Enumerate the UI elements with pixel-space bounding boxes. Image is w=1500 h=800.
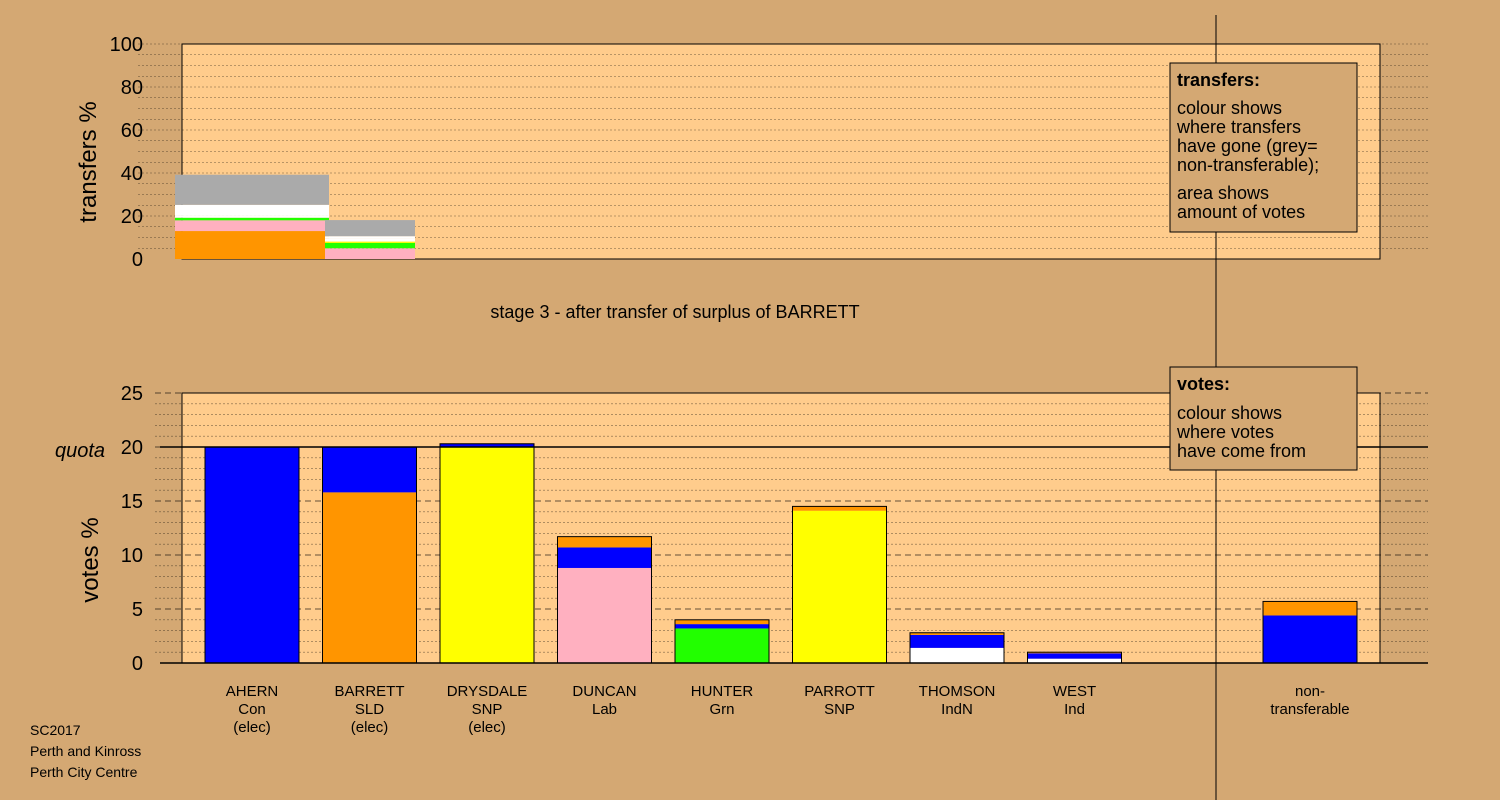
votes-tick-label: 0 bbox=[132, 653, 143, 675]
candidate-name: DUNCAN bbox=[572, 683, 636, 700]
vote-segment-sld bbox=[1027, 652, 1122, 654]
transfer-segment-lab bbox=[325, 248, 415, 259]
votes-tick-label: 10 bbox=[121, 545, 143, 567]
vote-segment-ind bbox=[1027, 658, 1122, 663]
votes-tick-label: 15 bbox=[121, 491, 143, 513]
transfer-segment-ind bbox=[325, 238, 415, 242]
footer: SC2017 Perth and Kinross Perth City Cent… bbox=[30, 722, 141, 780]
vote-segment-sld bbox=[557, 536, 652, 548]
vote-segment-grn bbox=[675, 628, 769, 663]
transfer-segment-nontransferable bbox=[325, 220, 415, 237]
footer-line: Perth City Centre bbox=[30, 764, 138, 780]
transfers-legend-title: transfers: bbox=[1177, 70, 1260, 90]
candidate-status: (elec) bbox=[351, 719, 389, 736]
candidate-status: (elec) bbox=[233, 719, 271, 736]
vote-segment-lab bbox=[557, 567, 652, 663]
transfer-segment-ind bbox=[325, 236, 415, 239]
votes-legend: votes: colour shows where votes have com… bbox=[1169, 366, 1358, 471]
transfer-segment-grn bbox=[175, 217, 329, 221]
vote-segment-snp bbox=[792, 510, 887, 663]
vote-segment-con bbox=[205, 447, 299, 663]
vote-segment-sld bbox=[322, 492, 417, 663]
votes-tick-label: 5 bbox=[132, 599, 143, 621]
transfers-legend-line: have gone (grey= bbox=[1177, 136, 1318, 156]
vote-segment-con bbox=[1263, 615, 1357, 663]
stage-title: stage 3 - after transfer of surplus of B… bbox=[490, 302, 859, 322]
votes-legend-line: where votes bbox=[1176, 422, 1274, 442]
candidate-party: SNP bbox=[472, 701, 503, 718]
candidate-party: Lab bbox=[592, 701, 617, 718]
candidate-party: SLD bbox=[355, 701, 384, 718]
footer-line: Perth and Kinross bbox=[30, 743, 141, 759]
votes-legend-title: votes: bbox=[1177, 374, 1230, 394]
transfers-legend-line: where transfers bbox=[1176, 117, 1301, 137]
vote-segment-con bbox=[675, 624, 769, 629]
nontransferable-label: non- bbox=[1295, 683, 1325, 700]
candidate-name: THOMSON bbox=[919, 683, 996, 700]
transfer-segment-grn bbox=[325, 242, 415, 249]
transfers-legend: transfers: colour shows where transfers … bbox=[1169, 62, 1358, 233]
transfers-tick-label: 100 bbox=[110, 34, 143, 56]
candidate-party: SNP bbox=[824, 701, 855, 718]
transfer-segment-ind bbox=[175, 215, 329, 218]
votes-tick-label: 25 bbox=[121, 383, 143, 405]
transfers-axis-label: transfers % bbox=[75, 101, 102, 222]
footer-line: SC2017 bbox=[30, 722, 81, 738]
votes-axis-label: votes % bbox=[77, 517, 104, 602]
vote-segment-con bbox=[322, 447, 417, 493]
votes-legend-line: colour shows bbox=[1177, 403, 1282, 423]
candidate-name: AHERN bbox=[226, 683, 279, 700]
vote-segment-sld bbox=[675, 619, 769, 625]
transfer-segment-ind bbox=[175, 204, 329, 216]
candidate-name: HUNTER bbox=[691, 683, 754, 700]
transfers-tick-label: 0 bbox=[132, 249, 143, 271]
transfer-segment-lab bbox=[175, 220, 329, 232]
votes-tick-label: 20 bbox=[121, 437, 143, 459]
vote-segment-con bbox=[910, 634, 1004, 648]
vote-segment-con bbox=[440, 443, 534, 447]
vote-segment-con bbox=[557, 547, 652, 568]
transfers-tick-label: 40 bbox=[121, 163, 143, 185]
transfers-legend-line: amount of votes bbox=[1177, 202, 1305, 222]
vote-segment-snp bbox=[440, 447, 534, 663]
transfers-legend-line: area shows bbox=[1177, 183, 1269, 203]
candidate-name: BARRETT bbox=[334, 683, 404, 700]
candidate-status: (elec) bbox=[468, 719, 506, 736]
candidate-party: Con bbox=[238, 701, 266, 718]
transfers-legend-line: non-transferable); bbox=[1177, 155, 1319, 175]
candidate-party: Grn bbox=[709, 701, 734, 718]
transfers-tick-label: 60 bbox=[121, 120, 143, 142]
vote-segment-con bbox=[1027, 653, 1122, 659]
vote-segment-sld bbox=[792, 506, 887, 511]
vote-segment-ind bbox=[910, 647, 1004, 663]
transfer-segment-sld bbox=[175, 231, 329, 259]
votes-legend-line: have come from bbox=[1177, 441, 1306, 461]
transfers-tick-label: 80 bbox=[121, 77, 143, 99]
candidate-name: DRYSDALE bbox=[447, 683, 528, 700]
vote-segment-sld bbox=[1263, 601, 1357, 616]
transfer-segment-snp bbox=[325, 241, 415, 243]
quota-label: quota bbox=[55, 440, 105, 462]
nontransferable-label: transferable bbox=[1270, 701, 1349, 718]
transfer-segment-nontransferable bbox=[175, 174, 329, 205]
candidate-party: Ind bbox=[1064, 701, 1085, 718]
candidate-name: PARROTT bbox=[804, 683, 875, 700]
vote-segment-sld bbox=[910, 632, 1004, 635]
candidate-name: WEST bbox=[1053, 683, 1096, 700]
transfers-legend-line: colour shows bbox=[1177, 98, 1282, 118]
transfers-tick-label: 20 bbox=[121, 206, 143, 228]
candidate-party: IndN bbox=[941, 701, 973, 718]
